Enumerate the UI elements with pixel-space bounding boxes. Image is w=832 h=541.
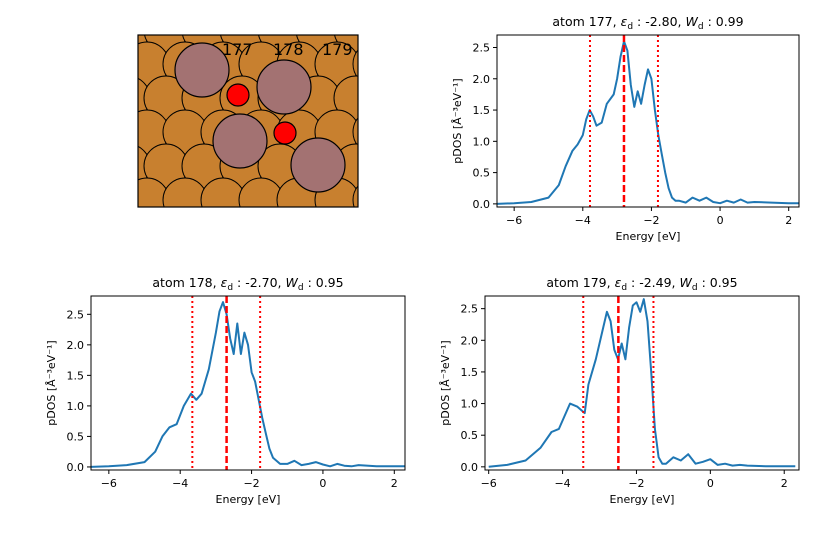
x-tick-label: −4	[575, 214, 591, 227]
adsorbate-atom	[290, 137, 346, 193]
copper-atom-back	[363, 195, 407, 239]
pdos-line	[488, 298, 796, 468]
x-axis-label: Energy [eV]	[216, 493, 281, 506]
plot-frame	[484, 295, 800, 471]
x-tick-label: −6	[506, 214, 522, 227]
y-tick-label: 2.5	[461, 303, 479, 316]
chart-atom-178: atom 178, εd : -2.70, Wd : 0.95 −6 −4 −2 0 2 0…	[45, 275, 406, 506]
copper-atom	[162, 177, 208, 207]
x-tick-label: 0	[707, 477, 714, 490]
y-tick-label: 2.0	[461, 334, 479, 347]
y-axis-label: pDOS [Å⁻³eV⁻¹]	[451, 78, 464, 163]
pdos-line	[496, 40, 799, 205]
copper-atom	[200, 177, 246, 207]
x-axis-label: Energy [eV]	[610, 493, 675, 506]
y-tick-label: 1.0	[461, 398, 479, 411]
y-tick-label: 0.0	[67, 461, 85, 474]
chart-title: atom 179, εd : -2.49, Wd : 0.95	[546, 275, 737, 293]
adsorbate-atom	[256, 59, 312, 115]
copper-atom-back	[363, 127, 407, 171]
copper-atom-back	[363, 59, 407, 103]
y-tick-label: 2.5	[67, 308, 85, 321]
y-axis-label: pDOS [Å⁻³eV⁻¹]	[439, 340, 452, 425]
chart-atom-177: atom 177, εd : -2.80, Wd : 0.99 −6 −4 −2 0 2 0…	[451, 14, 800, 243]
copper-atom	[352, 117, 358, 147]
y-tick-label: 2.0	[67, 339, 85, 352]
copper-atom	[238, 177, 284, 207]
oxygen-atom	[226, 83, 250, 107]
chart-atom-179: atom 179, εd : -2.49, Wd : 0.95 −6 −4 −2 0 2 0…	[439, 275, 800, 506]
x-tick-label: 0	[319, 477, 326, 490]
y-tick-label: 1.5	[67, 369, 85, 382]
x-tick-label: −2	[243, 477, 259, 490]
x-tick-label: 2	[391, 477, 398, 490]
copper-atom	[352, 185, 358, 207]
x-tick-label: 2	[781, 477, 788, 490]
y-tick-label: 2.0	[473, 73, 491, 86]
x-tick-label: −2	[643, 214, 659, 227]
structure-frame	[137, 34, 359, 208]
x-tick-label: −2	[628, 477, 644, 490]
chart-title: atom 177, εd : -2.80, Wd : 0.99	[552, 14, 743, 32]
y-tick-label: 1.0	[473, 135, 491, 148]
x-tick-label: −6	[101, 477, 117, 490]
adsorbate-atom	[212, 113, 268, 169]
y-tick-label: 0.5	[473, 167, 491, 180]
x-tick-label: −6	[481, 477, 497, 490]
atom-label-179: 179	[322, 40, 353, 59]
adsorbate-atom	[174, 42, 230, 98]
y-tick-label: 0.0	[461, 461, 479, 474]
x-tick-label: 0	[717, 214, 724, 227]
chart-title: atom 178, εd : -2.70, Wd : 0.95	[152, 275, 343, 293]
atom-label-177: 177	[222, 40, 253, 59]
atom-label-178: 178	[273, 40, 304, 59]
oxygen-atom	[273, 121, 297, 145]
y-tick-label: 1.0	[67, 400, 85, 413]
y-tick-label: 0.0	[473, 198, 491, 211]
atomic-structure: 177 178 179	[137, 34, 407, 239]
x-axis-label: Energy [eV]	[616, 230, 681, 243]
copper-atom	[138, 177, 170, 207]
y-axis-label: pDOS [Å⁻³eV⁻¹]	[45, 340, 58, 425]
plot-frame	[496, 34, 800, 208]
pdos-line	[90, 301, 405, 468]
plot-frame	[90, 295, 406, 471]
x-tick-label: −4	[554, 477, 570, 490]
copper-atom	[352, 49, 358, 79]
x-tick-label: 2	[785, 214, 792, 227]
y-tick-label: 0.5	[461, 429, 479, 442]
x-tick-label: −4	[172, 477, 188, 490]
adsorbate-atoms	[174, 42, 346, 193]
y-tick-label: 1.5	[473, 104, 491, 117]
y-tick-label: 1.5	[461, 366, 479, 379]
y-tick-label: 2.5	[473, 42, 491, 55]
y-tick-label: 0.5	[67, 430, 85, 443]
